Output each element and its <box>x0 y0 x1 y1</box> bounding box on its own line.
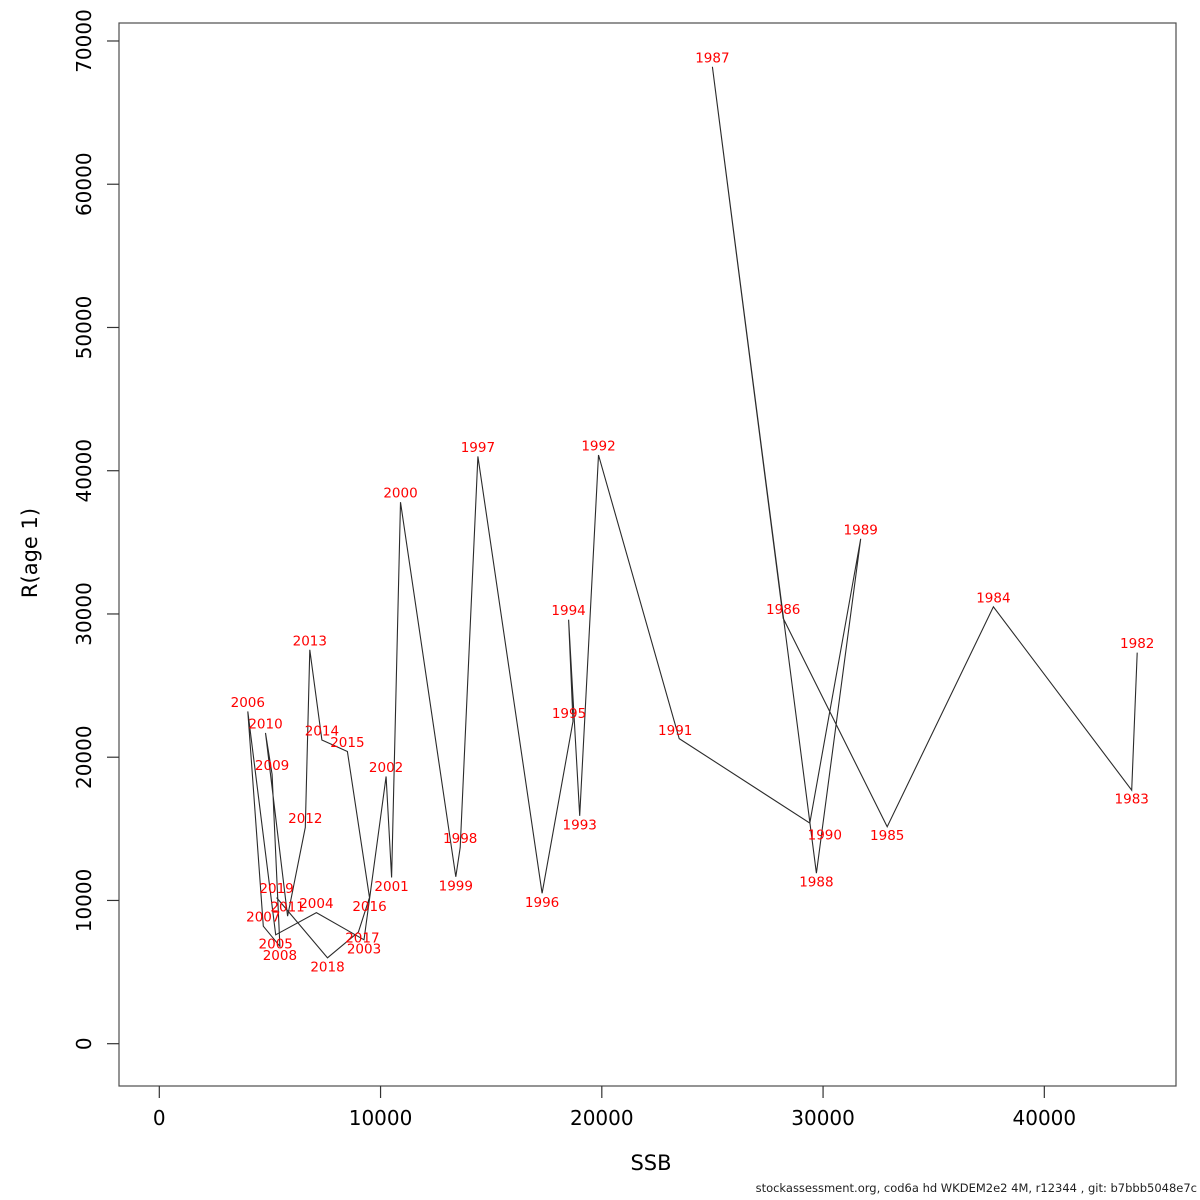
data-point-label: 2000 <box>383 486 417 502</box>
y-axis-tick-label: 10000 <box>72 869 96 933</box>
data-point-label: 2012 <box>288 811 322 827</box>
data-point-label: 2004 <box>299 896 333 912</box>
data-point-label: 2016 <box>352 899 386 915</box>
plot-border <box>118 22 1177 1087</box>
data-point-label: 2007 <box>246 910 280 926</box>
data-point-label: 1994 <box>551 603 585 619</box>
year-labels: 1982 1983 1984 1985 1986 1987 1988 1989 1990 1991… <box>231 50 1155 975</box>
data-point-label: 2005 <box>259 936 293 952</box>
data-point-label: 2019 <box>259 881 293 897</box>
x-axis-tick-label: 40000 <box>1013 1106 1077 1130</box>
recruitment-line <box>247 66 1138 959</box>
data-point-label: 1995 <box>552 706 586 722</box>
data-point-label: 2017 <box>345 931 379 947</box>
x-axis-tick-label: 30000 <box>791 1106 855 1130</box>
x-axis: 0 10000 20000 30000 40000 <box>153 1086 1076 1130</box>
data-point-label: 1988 <box>799 875 833 891</box>
data-point-label: 1986 <box>766 602 800 618</box>
data-point-label: 2001 <box>374 879 408 895</box>
data-point-label: 1993 <box>563 817 597 833</box>
data-point-label: 1983 <box>1115 792 1149 808</box>
x-axis-tick-label: 0 <box>153 1106 166 1130</box>
data-point-label: 1991 <box>658 723 692 739</box>
data-point-label: 1999 <box>439 878 473 894</box>
y-axis-title: R(age 1) <box>18 508 42 598</box>
data-point-label: 2006 <box>231 695 265 711</box>
data-point-label: 2018 <box>310 959 344 975</box>
x-axis-title: SSB <box>630 1151 671 1175</box>
data-point-label: 2009 <box>255 758 289 774</box>
data-point-label: 2003 <box>347 941 381 957</box>
data-point-label: 2002 <box>369 760 403 776</box>
y-axis-tick-label: 0 <box>72 1037 96 1050</box>
data-point-label: 2013 <box>293 633 327 649</box>
data-point-label: 1996 <box>525 895 559 911</box>
y-axis-tick-label: 40000 <box>72 439 96 503</box>
footer-credit: stockassessment.org, cod6a hd WKDEM2e2 4… <box>756 1181 1197 1195</box>
y-axis-tick-label: 20000 <box>72 725 96 789</box>
data-point-label: 1997 <box>461 440 495 456</box>
data-point-label: 1984 <box>976 590 1010 606</box>
data-point-label: 2015 <box>330 735 364 751</box>
y-axis-tick-label: 30000 <box>72 582 96 646</box>
y-axis: 0 10000 20000 30000 40000 50000 60000 70000 <box>72 9 119 1050</box>
data-point-label: 2008 <box>263 948 297 964</box>
data-point-label: 1987 <box>695 50 729 66</box>
y-axis-tick-label: 70000 <box>72 9 96 73</box>
data-point-label: 2011 <box>270 900 304 916</box>
x-axis-tick-label: 10000 <box>349 1106 413 1130</box>
data-point-label: 1992 <box>581 439 615 455</box>
x-axis-tick-label: 20000 <box>570 1106 634 1130</box>
y-axis-tick-label: 50000 <box>72 296 96 360</box>
data-point-label: 1989 <box>844 522 878 538</box>
data-point-label: 1982 <box>1120 636 1154 652</box>
data-point-label: 2014 <box>305 724 339 740</box>
data-point-label: 1990 <box>808 828 842 844</box>
data-point-label: 1998 <box>443 831 477 847</box>
y-axis-tick-label: 60000 <box>72 152 96 216</box>
data-point-label: 1985 <box>870 828 904 844</box>
data-point-label: 2010 <box>248 716 282 732</box>
